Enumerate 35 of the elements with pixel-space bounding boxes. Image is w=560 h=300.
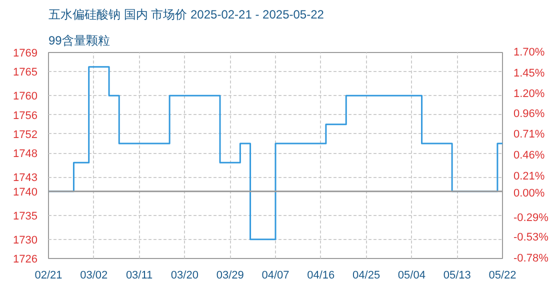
y-tick-label: 1726 — [13, 254, 38, 266]
y2-tick-label: 0.71% — [514, 128, 545, 141]
y2-tick-label: 1.45% — [514, 67, 545, 80]
y-tick-label: 1730 — [13, 234, 38, 246]
y2-tick-label: 1.20% — [514, 88, 545, 100]
y-tick-label: 1760 — [13, 90, 38, 103]
x-tick-label: 03/20 — [170, 270, 198, 282]
x-tick-label: 05/13 — [443, 270, 471, 282]
y2-tick-label: 0.46% — [514, 150, 545, 162]
y2-tick-label: -0.53% — [514, 232, 549, 244]
y-tick-label: 1740 — [13, 186, 38, 198]
chart-subtitle: 99含量颗粒 — [48, 34, 110, 48]
x-tick-label: 04/07 — [262, 270, 290, 282]
y-tick-label: 1743 — [13, 172, 38, 184]
y2-tick-label: -0.29% — [514, 212, 549, 224]
y2-tick-label: 0.21% — [514, 170, 545, 182]
x-tick-label: 02/21 — [34, 270, 62, 282]
y2-tick-label: 1.70% — [514, 46, 545, 58]
y2-tick-label: 0.00% — [514, 188, 545, 200]
y-tick-label: 1748 — [13, 148, 38, 160]
x-tick-label: 03/11 — [126, 270, 153, 282]
y-tick-label: 1752 — [13, 128, 38, 141]
y-tick-label: 1765 — [13, 66, 38, 79]
x-tick-label: 03/02 — [80, 270, 108, 282]
y-tick-label: 1735 — [13, 210, 38, 222]
x-tick-label: 05/22 — [488, 270, 516, 282]
y-tick-label: 1769 — [13, 48, 38, 60]
x-tick-label: 05/04 — [398, 270, 426, 282]
chart-title: 五水偏硅酸钠 国内 市场价 2025-02-21 - 2025-05-22 — [48, 8, 324, 22]
x-tick-label: 04/16 — [307, 270, 335, 282]
x-tick-label: 03/29 — [216, 270, 244, 282]
y2-tick-label: -0.78% — [514, 252, 549, 264]
y2-tick-label: 0.96% — [514, 108, 545, 120]
y-tick-label: 1756 — [13, 110, 38, 122]
x-tick-label: 04/25 — [352, 270, 380, 282]
